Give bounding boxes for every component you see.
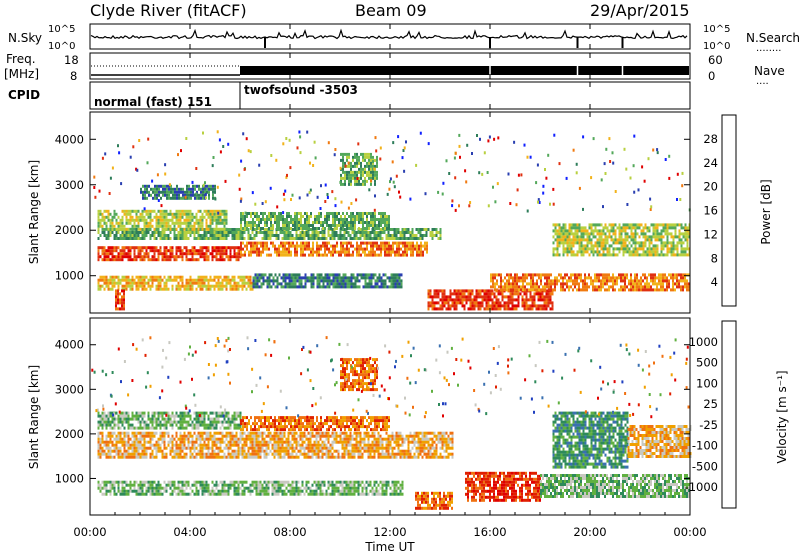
x-tick-label: 16:00 (473, 525, 506, 539)
colorbar-tick-label: 20 (703, 180, 718, 194)
velocity-data (91, 336, 691, 510)
colorbar-tick-label: 1000 (689, 335, 718, 349)
y-tick-label: 1000 (55, 269, 84, 283)
power-echo-band (98, 276, 254, 291)
colorbar-frame (722, 321, 736, 508)
velocity-echo-band (98, 432, 454, 459)
y-tick-label: 2000 (55, 427, 84, 441)
colorbar-tick-label: 500 (696, 356, 718, 370)
date-title: 29/Apr/2015 (590, 1, 690, 20)
power-colorbar: 4 8 12 16 20 24 28 (703, 115, 736, 306)
velocity-echo-band (98, 481, 404, 496)
colorbar-tick-label: 4 (711, 275, 718, 289)
y-tick-label: 3000 (55, 178, 84, 192)
x-tick-label: 20:00 (573, 525, 606, 539)
power-echo-band (340, 153, 378, 186)
cpid-segment-2: twofsound -3503 (244, 83, 358, 97)
frequency-tick-top: 18 (64, 53, 79, 67)
velocity-scatter (91, 336, 689, 419)
noise-sky-line (91, 31, 687, 39)
noise-right-tick-bottom: 10^0 (703, 41, 730, 52)
colorbar-tick-label: -1000 (685, 480, 718, 494)
noise-panel: N.Sky 10^5 10^0 10^5 10^0 N.Search .....… (8, 24, 800, 54)
noise-right-tick-top: 10^5 (703, 24, 730, 35)
power-echo-band (490, 273, 690, 291)
x-tick-label: 12:00 (373, 525, 406, 539)
power-echo-band (115, 289, 125, 310)
colorbar-frame (722, 115, 736, 306)
colorbar-tick-label: 100 (696, 376, 718, 390)
x-tick-label: 04:00 (173, 525, 206, 539)
colorbar-tick-label: 16 (703, 204, 718, 218)
power-scatter (93, 130, 690, 214)
beam-title: Beam 09 (355, 1, 427, 20)
noise-right-label-key: ........ (756, 43, 781, 54)
cpid-label: CPID (8, 88, 40, 102)
power-colorbar-label: Power [dB] (759, 179, 773, 244)
nave-label-key: .... (756, 76, 769, 87)
colorbar-tick-label: 28 (703, 132, 718, 146)
velocity-echo-band (340, 358, 378, 391)
power-echo-band (98, 246, 242, 261)
cpid-panel: CPID normal (fast) 151 twofsound -3503 (8, 82, 690, 109)
x-axis-label: Time UT (364, 540, 415, 554)
velocity-echo-band (415, 492, 453, 510)
velocity-echo-band (553, 412, 629, 469)
power-data (93, 130, 690, 310)
frequency-tick-bottom: 8 (70, 69, 77, 83)
y-tick-label: 3000 (55, 382, 84, 396)
velocity-echo-band (465, 472, 541, 502)
power-echo-band (240, 212, 390, 230)
x-tick-label: 00:00 (673, 525, 706, 539)
y-tick-label: 2000 (55, 223, 84, 237)
x-tick-label: 08:00 (273, 525, 306, 539)
power-echo-band (253, 273, 403, 288)
cpid-segment-1: normal (fast) 151 (94, 95, 212, 109)
power-y-axis-label: Slant Range [km] (27, 160, 41, 264)
velocity-colorbar-label: Velocity [m s⁻¹] (775, 370, 789, 463)
x-tick-label: 00:00 (73, 525, 106, 539)
power-echo-band (98, 210, 228, 231)
colorbar-tick-label: 8 (711, 251, 718, 265)
velocity-echo-band (98, 412, 242, 430)
power-echo-band (140, 185, 216, 200)
power-panel: 1000 2000 3000 4000 Slant Range [km] 4 8 12 16… (27, 112, 773, 313)
colorbar-tick-label: -25 (699, 418, 718, 432)
colorbar-tick-label: 24 (703, 156, 718, 170)
colorbar-tick-label: 12 (703, 227, 718, 241)
velocity-echo-band (540, 474, 690, 498)
velocity-echo-band (628, 425, 692, 458)
colorbar-tick-label: -100 (692, 439, 718, 453)
noise-left-tick-top: 10^5 (48, 24, 75, 35)
colorbar-tick-label: 25 (703, 397, 718, 411)
y-tick-label: 4000 (55, 338, 84, 352)
nave-tick-bottom: 0 (708, 69, 715, 83)
velocity-panel: 1000 2000 3000 4000 Slant Range [km] 1000 50… (27, 318, 789, 515)
nave-tick-top: 60 (708, 53, 723, 67)
velocity-echo-band (240, 416, 390, 431)
frequency-band-twofsound (240, 66, 689, 75)
power-echo-band (553, 223, 691, 256)
power-echo-band (428, 289, 554, 310)
velocity-y-axis-label: Slant Range [km] (27, 365, 41, 469)
y-tick-label: 1000 (55, 471, 84, 485)
noise-left-label: N.Sky (8, 31, 42, 45)
colorbar-tick-label: -500 (692, 459, 718, 473)
noise-trace (91, 31, 687, 49)
noise-left-tick-bottom: 10^0 (48, 41, 75, 52)
frequency-label-line2: [MHz] (4, 67, 39, 81)
power-echo-band (240, 242, 428, 257)
velocity-colorbar: 1000 500 100 25 -25 -100 -500 -1000 (685, 321, 736, 508)
frequency-label-line1: Freq. (6, 52, 36, 66)
station-title: Clyde River (fitACF) (90, 1, 247, 20)
y-tick-label: 4000 (55, 132, 84, 146)
